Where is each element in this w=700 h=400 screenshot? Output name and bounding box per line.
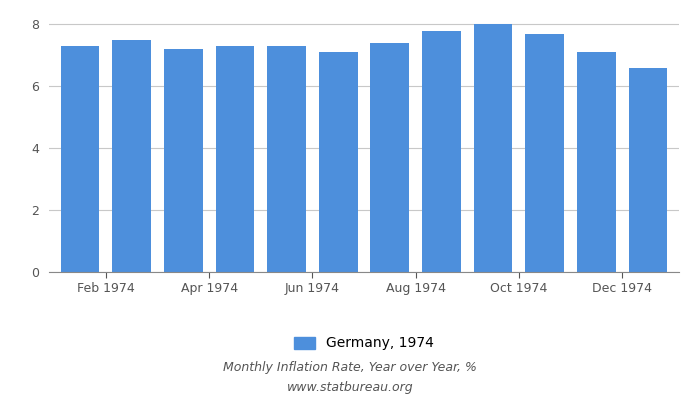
Bar xyxy=(61,46,99,272)
Bar xyxy=(577,52,616,272)
Bar xyxy=(216,46,254,272)
Text: Monthly Inflation Rate, Year over Year, %: Monthly Inflation Rate, Year over Year, … xyxy=(223,362,477,374)
Bar xyxy=(526,34,564,272)
Bar xyxy=(370,43,410,272)
Bar xyxy=(112,40,151,272)
Text: www.statbureau.org: www.statbureau.org xyxy=(287,382,413,394)
Bar xyxy=(318,52,358,272)
Bar xyxy=(474,24,512,272)
Bar xyxy=(629,68,667,272)
Legend: Germany, 1974: Germany, 1974 xyxy=(288,331,440,356)
Bar xyxy=(422,30,461,272)
Bar xyxy=(267,46,306,272)
Bar xyxy=(164,49,202,272)
